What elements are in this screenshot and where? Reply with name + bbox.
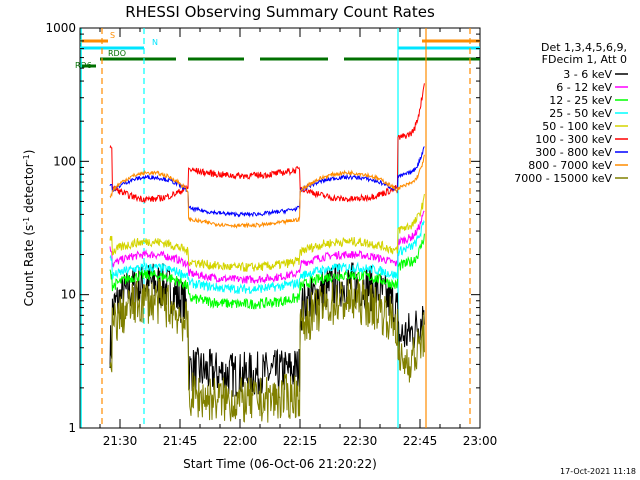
series-line bbox=[109, 210, 425, 285]
x-tick-label: 22:15 bbox=[283, 434, 318, 448]
series-line bbox=[109, 83, 425, 204]
legend-header: FDecim 1, Att 0 bbox=[542, 53, 627, 66]
legend-entry-label: 50 - 100 keV bbox=[542, 120, 612, 133]
x-tick-label: 22:30 bbox=[343, 434, 378, 448]
x-tick-label: 23:00 bbox=[463, 434, 498, 448]
x-tick-label: 21:30 bbox=[103, 434, 138, 448]
legend-entry-label: 3 - 6 keV bbox=[563, 68, 612, 81]
legend-entry-label: 100 - 300 keV bbox=[535, 133, 612, 146]
series-line bbox=[109, 154, 425, 229]
observing-flags: S N RDO RD6 bbox=[75, 31, 480, 70]
chart-title: RHESSI Observing Summary Count Rates bbox=[125, 3, 435, 21]
legend-header: Det 1,3,4,5,6,9, bbox=[541, 41, 627, 54]
legend-entry-label: 7000 - 15000 keV bbox=[514, 172, 612, 185]
footer-timestamp: 17-Oct-2021 11:18 bbox=[560, 467, 636, 476]
y-tick-label: 1 bbox=[68, 421, 76, 435]
axes: 1 10 100 1000 21:30 21:45 22:00 22:15 22:30 22:45… bbox=[45, 21, 497, 448]
series-line bbox=[109, 233, 425, 310]
x-tick-label: 22:45 bbox=[403, 434, 438, 448]
flag-label-rd6: RD6 bbox=[75, 61, 92, 70]
legend: Det 1,3,4,5,6,9,FDecim 1, Att 0 3 - 6 keV… bbox=[514, 41, 628, 185]
flag-label-rdo: RDO bbox=[108, 49, 126, 58]
y-tick-label: 100 bbox=[53, 154, 76, 168]
y-tick-label: 1000 bbox=[45, 21, 76, 35]
series-line bbox=[109, 146, 425, 218]
series-line bbox=[109, 262, 425, 399]
legend-entry-label: 6 - 12 keV bbox=[556, 81, 612, 94]
y-axis-label: Count Rate (s-1 detector-1) bbox=[22, 150, 37, 307]
series-line bbox=[109, 278, 425, 423]
series-line bbox=[109, 219, 425, 295]
flag-label-s: S bbox=[110, 31, 115, 40]
flag-label-n: N bbox=[152, 38, 158, 47]
y-tick-label: 10 bbox=[61, 288, 76, 302]
legend-entry-label: 25 - 50 keV bbox=[549, 107, 612, 120]
x-tick-label: 21:45 bbox=[163, 434, 198, 448]
x-tick-label: 22:00 bbox=[223, 434, 258, 448]
series-lines bbox=[109, 83, 425, 423]
legend-entry-label: 300 - 800 keV bbox=[535, 146, 612, 159]
series-line bbox=[109, 193, 425, 272]
x-axis-label: Start Time (06-Oct-06 21:20:22) bbox=[183, 457, 377, 471]
legend-entry-label: 12 - 25 keV bbox=[549, 94, 612, 107]
legend-entry-label: 800 - 7000 keV bbox=[528, 159, 612, 172]
